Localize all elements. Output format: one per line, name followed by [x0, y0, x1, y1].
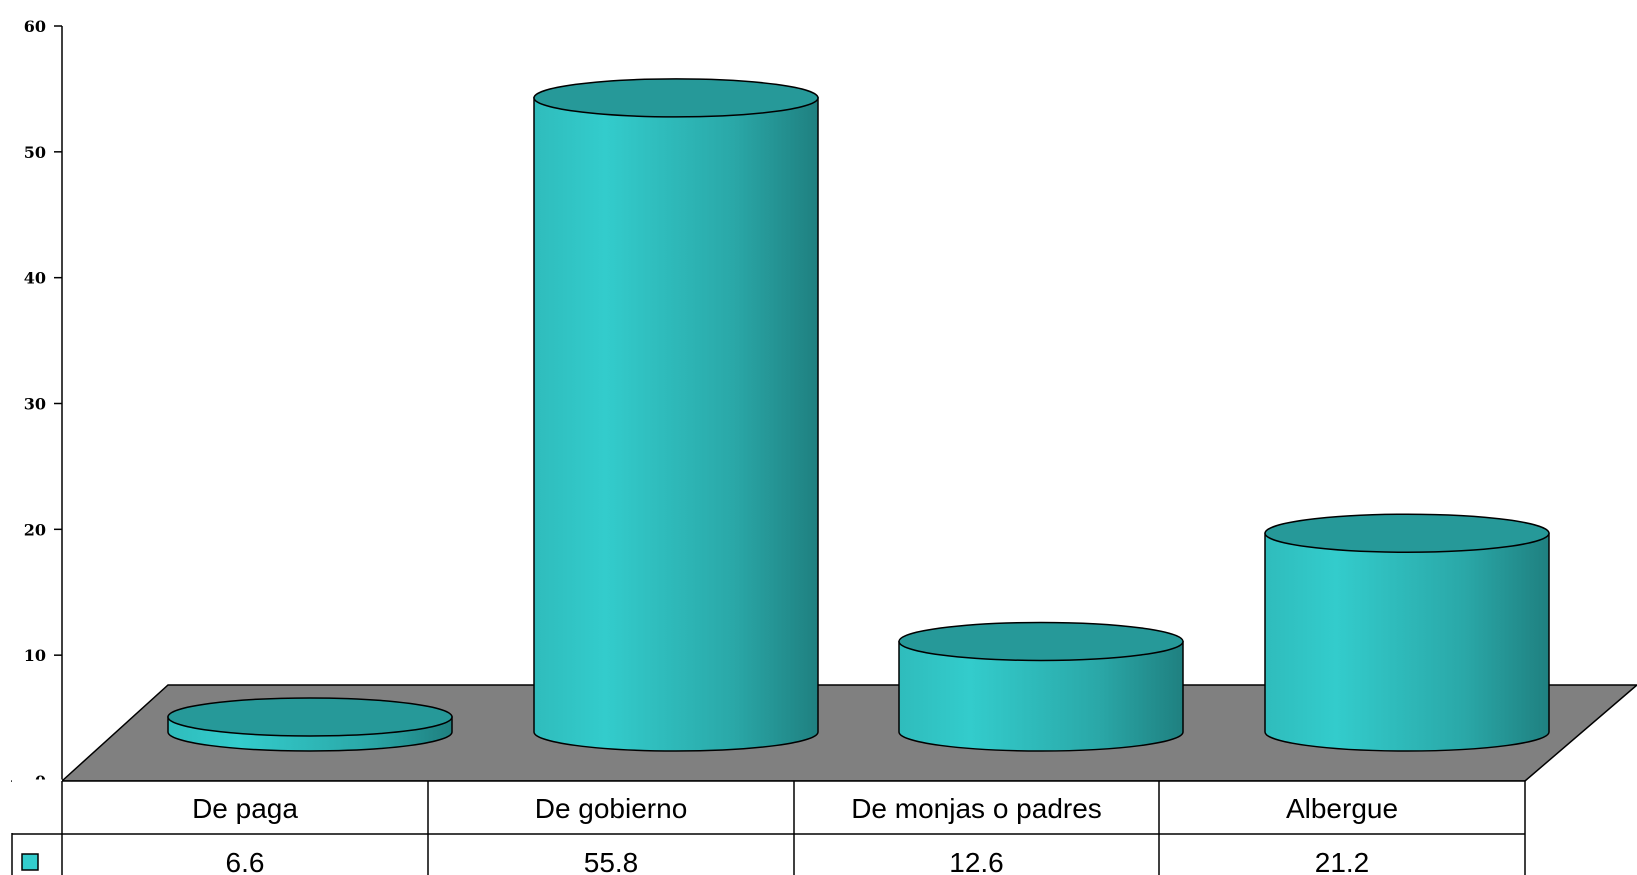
legend-swatch — [21, 853, 39, 871]
bar-top — [533, 78, 819, 118]
bar-side — [533, 97, 819, 752]
y-tick-label: 20 — [24, 520, 46, 539]
category-label: De monjas o padres — [851, 793, 1102, 824]
value-label: 21.2 — [1315, 847, 1370, 875]
category-label: Albergue — [1286, 793, 1398, 824]
bar-3 — [1264, 513, 1550, 752]
category-label: De paga — [192, 793, 298, 824]
bar-top — [167, 697, 453, 737]
bar-1 — [533, 78, 819, 752]
bar-side — [898, 640, 1184, 752]
y-tick-label: 40 — [24, 269, 46, 288]
bar-side — [1264, 532, 1550, 752]
bar-top — [1264, 513, 1550, 553]
bar-0 — [167, 697, 453, 752]
y-tick-label: 50 — [24, 143, 46, 162]
value-label: 12.6 — [949, 847, 1004, 875]
y-tick-label: 60 — [24, 17, 46, 36]
value-label: 55.8 — [584, 847, 639, 875]
y-tick-label: 30 — [24, 395, 46, 414]
bar-2 — [898, 621, 1184, 752]
bar-top — [898, 621, 1184, 662]
y-tick-label: 10 — [24, 646, 46, 665]
category-label: De gobierno — [535, 793, 688, 824]
data-table-border — [11, 780, 1526, 875]
value-label: 6.6 — [226, 847, 265, 875]
data-table: De paga 6.6 De gobierno 55.8 De monjas o pad… — [10, 779, 1526, 875]
